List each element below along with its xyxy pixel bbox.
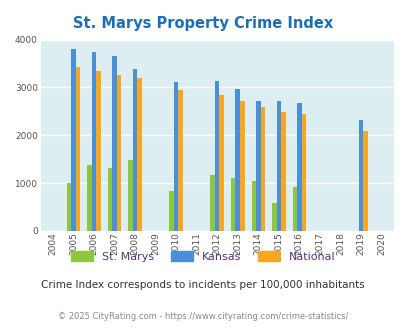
Bar: [271, 203, 276, 231]
Bar: [178, 90, 183, 231]
Bar: [112, 56, 117, 231]
Bar: [173, 82, 178, 231]
Bar: [137, 78, 141, 231]
Text: St. Marys Property Crime Index: St. Marys Property Crime Index: [72, 16, 333, 31]
Bar: [251, 181, 256, 231]
Bar: [239, 101, 244, 231]
Bar: [66, 183, 71, 231]
Bar: [210, 176, 214, 231]
Bar: [128, 160, 132, 231]
Bar: [362, 131, 367, 231]
Bar: [276, 101, 280, 231]
Bar: [235, 89, 239, 231]
Bar: [214, 81, 219, 231]
Bar: [117, 75, 121, 231]
Bar: [280, 112, 285, 231]
Bar: [292, 187, 296, 231]
Text: © 2025 CityRating.com - https://www.cityrating.com/crime-statistics/: © 2025 CityRating.com - https://www.city…: [58, 312, 347, 321]
Bar: [71, 49, 75, 231]
Bar: [230, 178, 235, 231]
Bar: [260, 107, 264, 231]
Legend: St. Marys, Kansas, National: St. Marys, Kansas, National: [66, 247, 339, 266]
Bar: [87, 165, 92, 231]
Bar: [296, 103, 301, 231]
Bar: [169, 191, 173, 231]
Bar: [107, 168, 112, 231]
Bar: [132, 69, 137, 231]
Text: Crime Index corresponds to incidents per 100,000 inhabitants: Crime Index corresponds to incidents per…: [41, 280, 364, 290]
Bar: [358, 119, 362, 231]
Bar: [96, 71, 100, 231]
Bar: [75, 67, 80, 231]
Bar: [256, 101, 260, 231]
Bar: [301, 114, 305, 231]
Bar: [219, 95, 224, 231]
Bar: [92, 51, 96, 231]
